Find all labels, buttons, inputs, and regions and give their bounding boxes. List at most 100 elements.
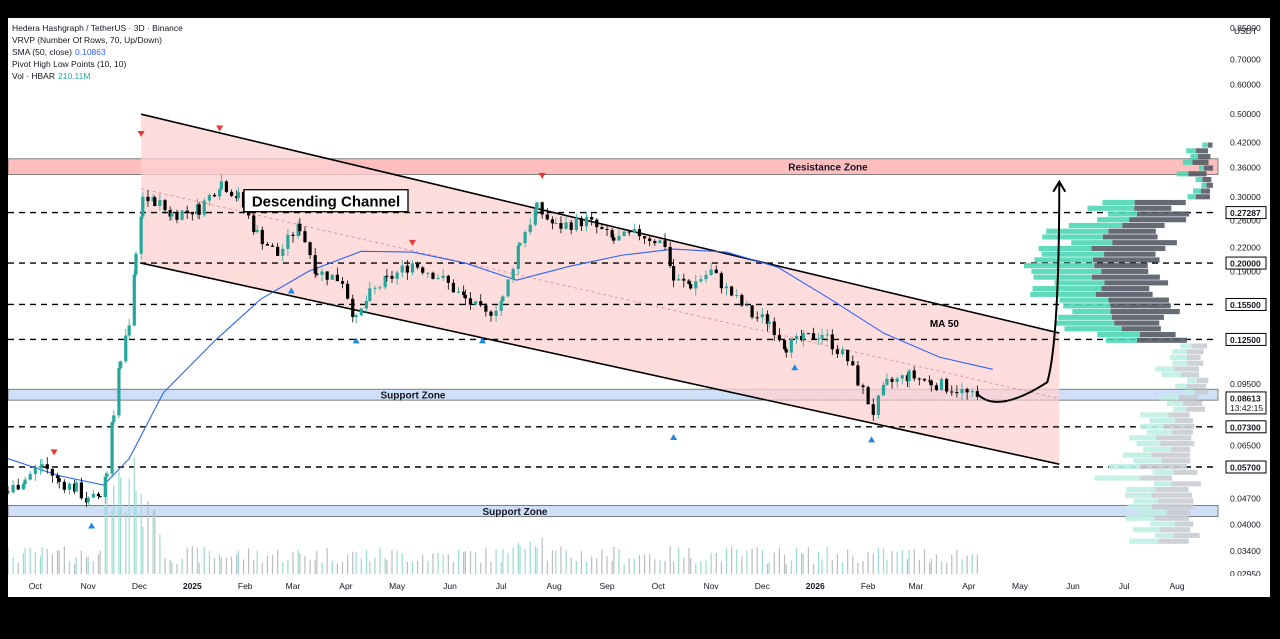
volume-bar-197: [906, 559, 908, 574]
candle-body-18: [84, 498, 89, 503]
volume-bar-115: [517, 542, 519, 574]
vp-row-down-50: [1104, 251, 1156, 257]
candle-body-19: [86, 497, 90, 503]
volume-bar-159: [725, 548, 728, 574]
candle-body-17: [79, 482, 83, 499]
candle-body-126: [564, 222, 568, 229]
volume-bar-150: [683, 557, 685, 574]
candle-body-195: [895, 378, 899, 382]
level-tag-5: 0.05700: [1230, 462, 1261, 472]
time-tick-22: Aug: [1169, 581, 1184, 591]
candle-body-75: [325, 271, 329, 280]
vp-row-up-65: [1198, 165, 1204, 171]
candle-body-160: [730, 286, 734, 296]
candle-body-145: [658, 240, 662, 244]
candle-body-172: [784, 349, 788, 353]
candle-body-54: [229, 191, 234, 197]
price-tick-1: 0.70000: [1230, 55, 1261, 65]
vp-row-down-10: [1170, 481, 1201, 487]
candle-body-28: [119, 361, 123, 369]
candle-body-100: [446, 275, 450, 283]
vp-row-down-66: [1192, 159, 1209, 165]
vp-row-down-22: [1168, 412, 1190, 418]
volume-bar-107: [480, 562, 482, 574]
candle-body-197: [905, 375, 909, 382]
volume-bar-25: [111, 509, 113, 574]
candle-body-30: [127, 325, 131, 336]
candle-body-0: [8, 491, 10, 493]
candle-body-74: [320, 271, 324, 275]
legend-sma: SMA (50, close) 0.10863: [12, 46, 183, 58]
candle-body-185: [846, 349, 850, 362]
vp-row-up-64: [1176, 171, 1189, 177]
candle-body-56: [236, 192, 240, 199]
pivots-layer: [50, 125, 876, 529]
vp-row-down-62: [1206, 182, 1213, 188]
volume-bar-45: [191, 546, 193, 574]
candle-body-191: [876, 395, 880, 415]
volume-bar-212: [976, 554, 978, 574]
pivot-low-marker-0: [88, 522, 96, 529]
volume-bar-156: [710, 552, 712, 574]
volume-bar-145: [659, 560, 661, 574]
candle-body-42: [175, 213, 179, 220]
candle-body-106: [474, 301, 478, 305]
vp-row-up-16: [1143, 446, 1172, 452]
candle-body-83: [364, 300, 368, 309]
volume-bar-140: [633, 558, 635, 574]
vp-row-up-62: [1201, 182, 1207, 188]
volume-bar-113: [507, 552, 509, 574]
vp-row-down-58: [1134, 205, 1172, 211]
vp-row-up-69: [1202, 142, 1208, 148]
chart-frame[interactable]: Resistance Zone Support Zone Support Zone …: [8, 18, 1270, 597]
candle-body-157: [714, 269, 718, 274]
candle-body-164: [750, 305, 754, 318]
vp-row-down-41: [1110, 303, 1171, 309]
vp-row-down-3: [1174, 521, 1194, 527]
vp-row-up-53: [1042, 234, 1103, 240]
price-tick-4: 0.42000: [1230, 138, 1261, 148]
candle-body-94: [415, 263, 420, 268]
volume-bar-125: [560, 546, 562, 574]
sma-layer: [8, 248, 993, 486]
volume-bar-60: [256, 550, 258, 574]
volume-bar-139: [628, 558, 630, 574]
zone-label-1: Support Zone: [381, 391, 446, 402]
pivot-low-marker-1: [287, 287, 295, 294]
vp-row-down-0: [1158, 538, 1189, 544]
volume-bar-172: [785, 563, 787, 574]
vp-row-down-21: [1174, 418, 1193, 424]
candle-body-11: [55, 475, 60, 479]
candle-body-171: [782, 340, 787, 350]
candle-body-66: [286, 234, 290, 249]
candle-body-186: [851, 361, 855, 366]
vp-row-up-31: [1172, 360, 1188, 366]
volume-bar-49: [208, 551, 210, 574]
candle-body-190: [871, 404, 875, 415]
level-tag-box-3: [1225, 332, 1267, 346]
time-axis-bg: [8, 576, 1270, 597]
volume-bar-81: [355, 552, 357, 574]
candle-body-22: [98, 496, 102, 498]
vp-row-down-69: [1207, 142, 1213, 148]
candle-body-152: [689, 284, 693, 289]
volume-bar-57: [242, 559, 245, 574]
vp-row-down-30: [1174, 366, 1200, 372]
vp-row-up-4: [1125, 515, 1155, 521]
candle-body-9: [45, 464, 49, 469]
vp-row-up-24: [1167, 400, 1183, 407]
candle-body-81: [354, 315, 358, 318]
candle-body-26: [112, 415, 116, 422]
volume-bar-103: [463, 552, 465, 574]
vp-row-up-13: [1108, 464, 1140, 470]
level-tag-box-5: [1225, 460, 1267, 474]
candle-body-33: [139, 216, 143, 254]
vp-row-down-40: [1110, 309, 1180, 315]
price-tick-9: 0.19000: [1230, 266, 1261, 276]
level-tag-0: 0.27287: [1230, 208, 1261, 218]
vp-row-down-68: [1196, 148, 1209, 154]
volume-bar-176: [802, 553, 804, 574]
legend-vol-value: 210.11M: [58, 71, 91, 81]
candle-body-133: [600, 227, 604, 230]
